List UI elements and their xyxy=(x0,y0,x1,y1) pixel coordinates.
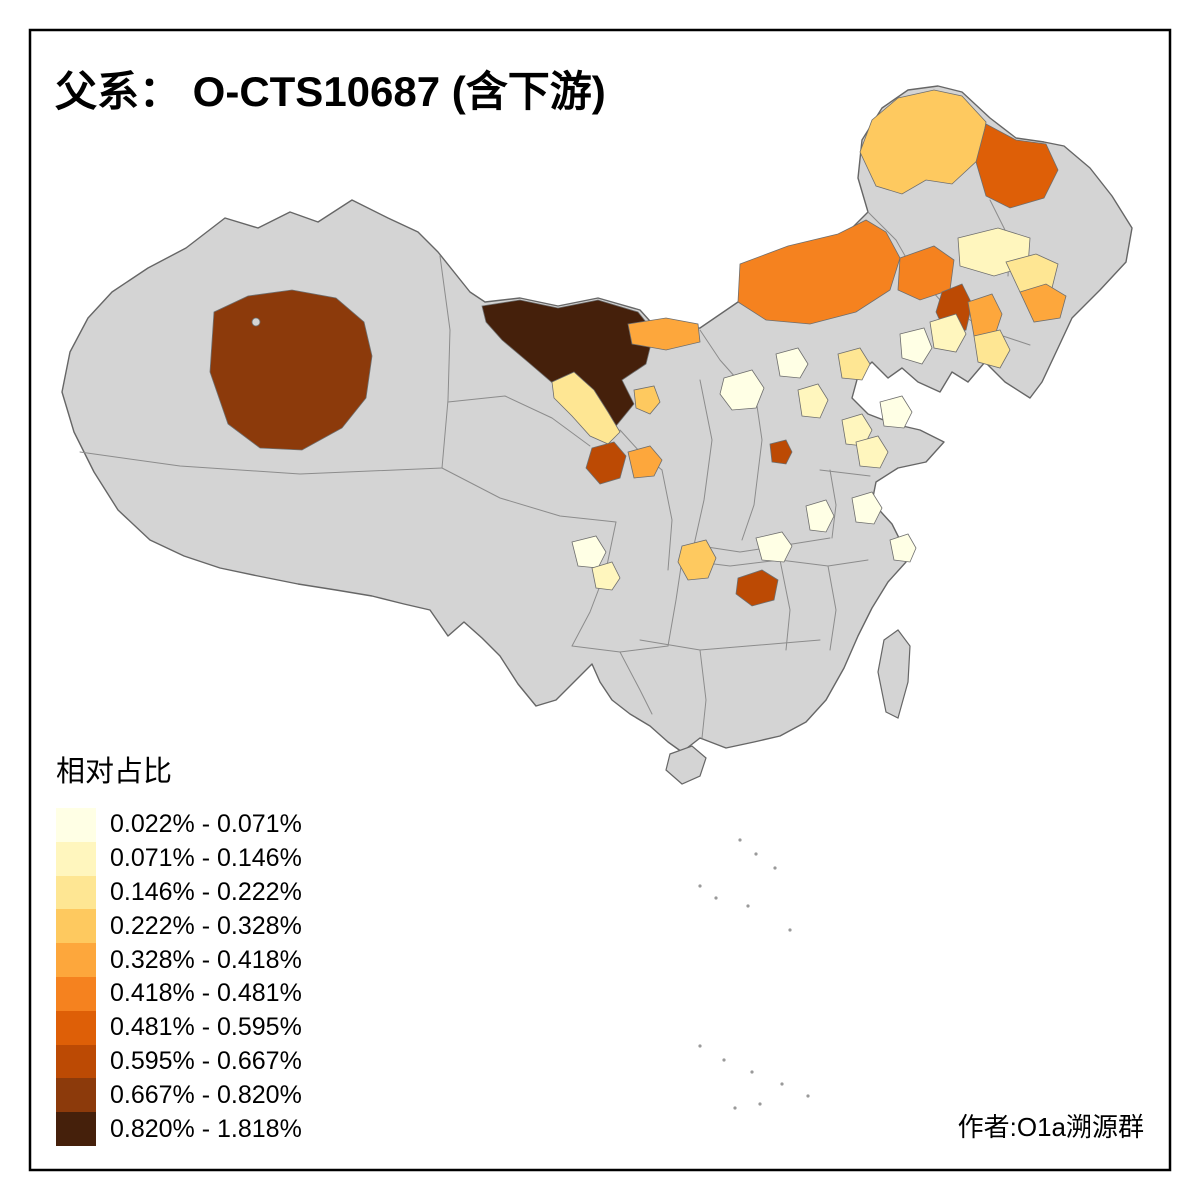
legend-row: 0.071% - 0.146% xyxy=(56,841,302,876)
map-region xyxy=(851,491,883,525)
map-region xyxy=(633,385,661,415)
choropleth-regions xyxy=(209,89,1067,607)
map-region xyxy=(889,533,917,563)
legend-label: 0.222% - 0.328% xyxy=(110,911,302,940)
south-china-sea-islets xyxy=(698,838,810,1110)
legend-title: 相对占比 xyxy=(56,756,173,788)
map-region xyxy=(627,445,663,479)
legend-swatch xyxy=(56,841,96,876)
map-region xyxy=(775,347,809,379)
map-region xyxy=(879,395,913,429)
map-region xyxy=(627,317,701,351)
legend-row: 0.595% - 0.667% xyxy=(56,1044,302,1079)
map-region xyxy=(769,439,793,465)
legend-swatch xyxy=(56,1078,96,1113)
map-region xyxy=(735,569,779,607)
legend-swatch xyxy=(56,1112,96,1146)
author-credit: 作者:O1a溯源群 xyxy=(957,1112,1144,1142)
legend-row: 0.146% - 0.222% xyxy=(56,875,302,910)
map-title: 父系： O-CTS10687 (含下游) xyxy=(55,68,606,115)
legend-row: 0.820% - 1.818% xyxy=(56,1112,302,1146)
legend-label: 0.820% - 1.818% xyxy=(110,1114,302,1143)
map-region xyxy=(677,539,717,581)
map-region xyxy=(571,535,607,569)
legend-row: 0.667% - 0.820% xyxy=(56,1078,302,1113)
map-region xyxy=(591,561,621,591)
map-region xyxy=(1005,253,1059,293)
legend-swatch xyxy=(56,875,96,910)
legend-label: 0.328% - 0.418% xyxy=(110,945,302,974)
legend-label: 0.667% - 0.820% xyxy=(110,1080,302,1109)
legend-row: 0.022% - 0.071% xyxy=(56,808,302,842)
map-region xyxy=(737,219,901,325)
legend-row: 0.222% - 0.328% xyxy=(56,909,302,944)
legend-swatch xyxy=(56,909,96,944)
legend-label: 0.481% - 0.595% xyxy=(110,1013,302,1042)
plot-frame xyxy=(28,28,1172,1172)
legend-row: 0.328% - 0.418% xyxy=(56,943,302,977)
map-region xyxy=(481,299,655,427)
map-region xyxy=(551,371,621,445)
enclave-dot xyxy=(251,317,261,327)
legend: 相对占比 0.022% - 0.071% 0.071% - 0.146% 0.1… xyxy=(56,748,302,1146)
legend-label: 0.418% - 0.481% xyxy=(110,979,302,1008)
map-region xyxy=(209,289,373,451)
legend-swatch xyxy=(56,1044,96,1079)
legend-label: 0.022% - 0.071% xyxy=(110,810,302,839)
map-region xyxy=(585,441,627,485)
map-region xyxy=(841,413,873,447)
legend-swatch xyxy=(56,943,96,977)
map-region xyxy=(805,499,835,533)
hainan-island xyxy=(665,745,707,785)
legend-label: 0.595% - 0.667% xyxy=(110,1046,302,1075)
legend-row: 0.418% - 0.481% xyxy=(56,976,302,1011)
legend-row: 0.481% - 0.595% xyxy=(56,1010,302,1045)
map-region xyxy=(929,313,967,353)
map-region xyxy=(837,347,871,381)
legend-rows: 0.022% - 0.071% 0.071% - 0.146% 0.146% -… xyxy=(56,808,302,1146)
legend-label: 0.071% - 0.146% xyxy=(110,844,302,873)
map-region xyxy=(1019,283,1067,323)
legend-swatch xyxy=(56,1010,96,1045)
map-region xyxy=(975,123,1059,209)
map-region xyxy=(855,435,889,469)
map-region xyxy=(797,383,829,419)
legend-swatch xyxy=(56,808,96,842)
legend-label: 0.146% - 0.222% xyxy=(110,877,302,906)
map-region xyxy=(973,329,1011,369)
map-region xyxy=(755,531,793,563)
taiwan-island xyxy=(877,629,911,719)
map-region xyxy=(899,327,933,365)
legend-swatch xyxy=(56,976,96,1011)
map-region xyxy=(967,293,1003,337)
map-region xyxy=(719,369,765,411)
